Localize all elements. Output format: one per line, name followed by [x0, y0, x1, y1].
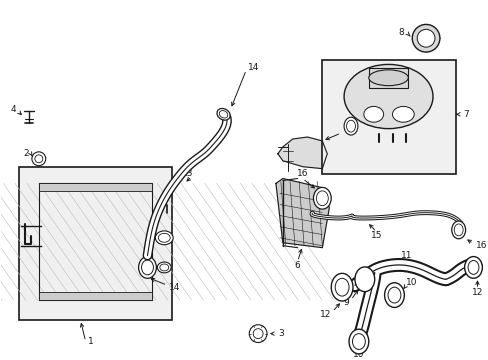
Text: 5: 5: [345, 127, 350, 136]
Ellipse shape: [316, 191, 327, 206]
Circle shape: [249, 325, 266, 342]
Ellipse shape: [141, 260, 153, 275]
Ellipse shape: [354, 267, 374, 292]
Text: 13: 13: [182, 169, 194, 178]
Circle shape: [411, 24, 439, 52]
Ellipse shape: [217, 108, 230, 120]
Polygon shape: [275, 179, 328, 248]
Ellipse shape: [387, 287, 400, 303]
Ellipse shape: [334, 278, 348, 296]
Ellipse shape: [384, 283, 404, 307]
Text: 14: 14: [169, 283, 180, 292]
Ellipse shape: [138, 257, 156, 278]
Ellipse shape: [363, 107, 383, 122]
Ellipse shape: [344, 117, 357, 135]
Text: 10: 10: [352, 350, 364, 359]
Text: 7: 7: [463, 110, 468, 119]
Text: 12: 12: [471, 288, 483, 297]
Text: 9: 9: [343, 297, 348, 306]
Text: 6: 6: [294, 261, 300, 270]
Polygon shape: [277, 137, 326, 168]
Ellipse shape: [392, 107, 413, 122]
Text: 11: 11: [400, 251, 411, 260]
Text: 14: 14: [248, 63, 259, 72]
Text: 10: 10: [406, 278, 417, 287]
Text: 8: 8: [398, 28, 404, 37]
Bar: [19, 167, 172, 320]
Text: 16: 16: [474, 241, 486, 250]
Text: 15: 15: [370, 231, 382, 240]
Ellipse shape: [158, 233, 170, 242]
Bar: [322, 60, 455, 174]
Text: 4: 4: [10, 105, 16, 114]
Bar: [368, 68, 407, 87]
Ellipse shape: [219, 111, 227, 118]
Bar: [39, 292, 152, 300]
Text: 16: 16: [296, 169, 308, 178]
Ellipse shape: [464, 257, 481, 278]
Ellipse shape: [348, 329, 368, 354]
Ellipse shape: [352, 334, 365, 350]
Circle shape: [416, 30, 434, 47]
Bar: [39, 184, 152, 300]
Ellipse shape: [313, 188, 330, 209]
Bar: [39, 184, 152, 192]
Ellipse shape: [453, 224, 462, 236]
Circle shape: [32, 152, 46, 166]
Circle shape: [35, 155, 42, 163]
Ellipse shape: [330, 273, 352, 301]
Ellipse shape: [155, 231, 173, 245]
Ellipse shape: [346, 120, 355, 132]
Ellipse shape: [344, 64, 432, 129]
Ellipse shape: [160, 264, 168, 271]
Text: 2: 2: [23, 149, 29, 158]
Ellipse shape: [467, 261, 478, 274]
Circle shape: [253, 329, 263, 338]
Ellipse shape: [451, 221, 465, 239]
Text: 3: 3: [277, 329, 283, 338]
Ellipse shape: [368, 70, 407, 86]
Ellipse shape: [157, 262, 171, 273]
Text: 12: 12: [319, 310, 330, 319]
Text: 1: 1: [88, 337, 93, 346]
